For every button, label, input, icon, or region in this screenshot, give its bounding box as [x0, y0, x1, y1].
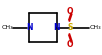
Text: S: S: [67, 23, 73, 32]
Text: CH₃: CH₃: [89, 25, 101, 30]
Text: O: O: [67, 39, 73, 49]
Text: N: N: [26, 23, 32, 32]
Text: N: N: [53, 23, 60, 32]
Text: O: O: [67, 6, 73, 16]
Text: CH₃: CH₃: [1, 25, 13, 30]
